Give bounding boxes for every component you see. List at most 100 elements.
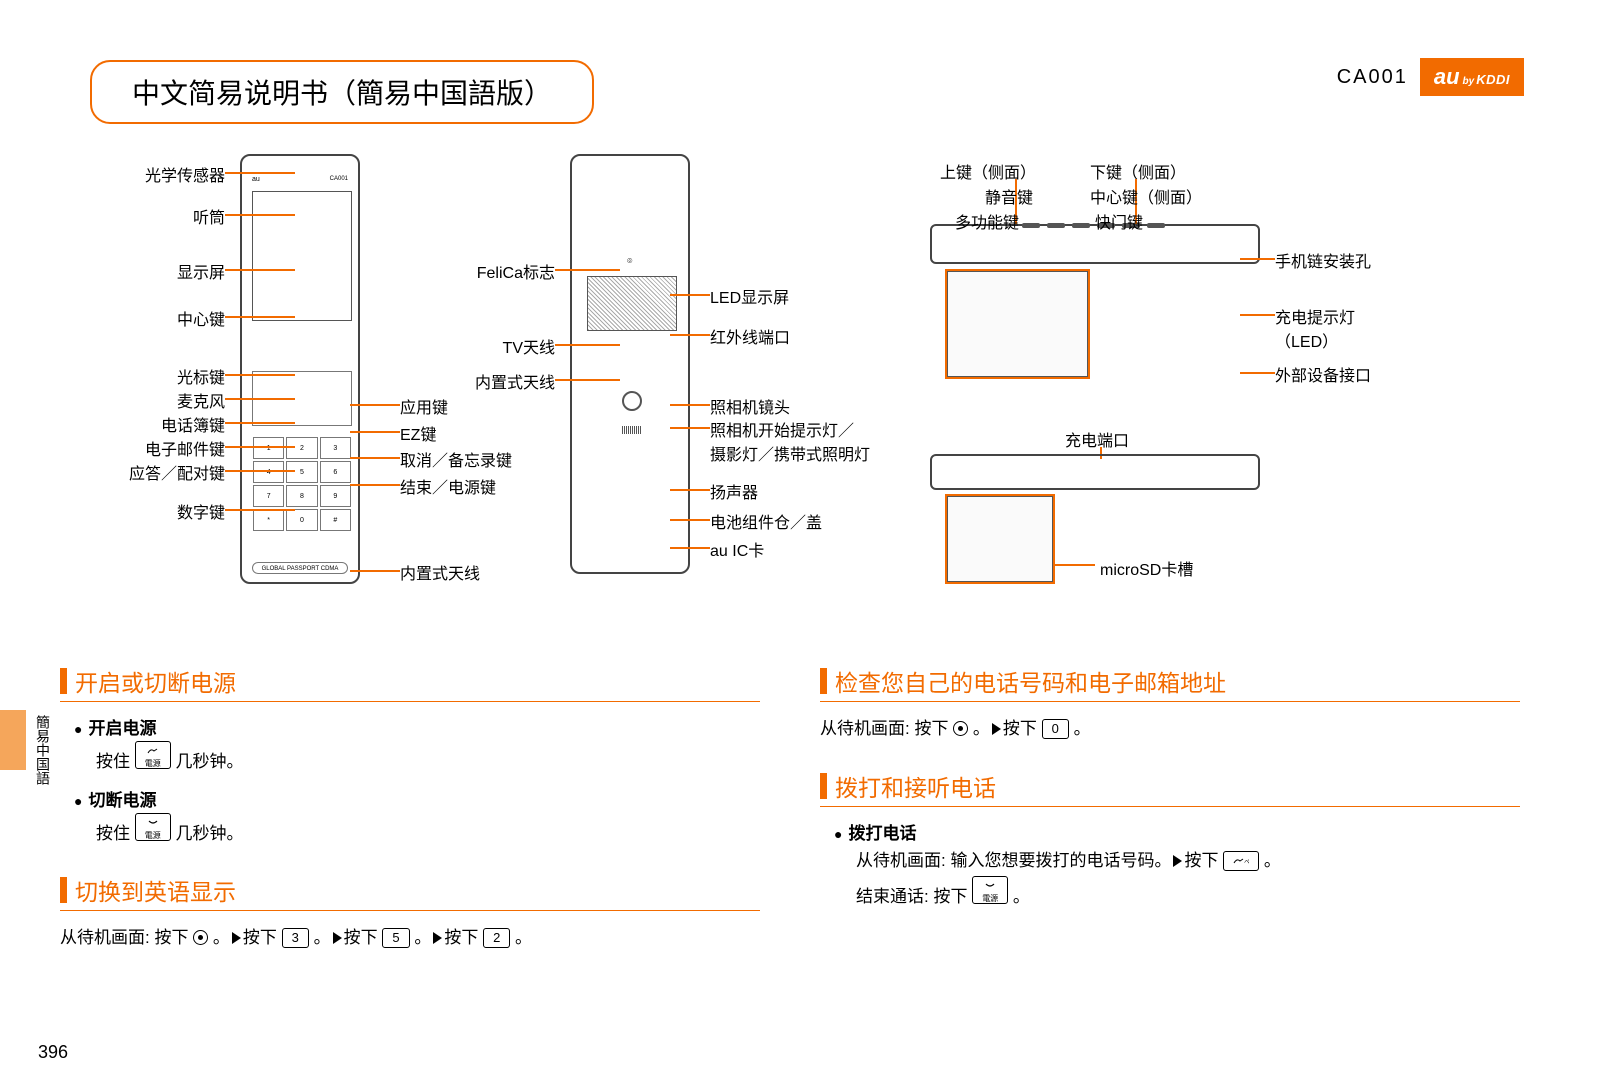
logo-by: by [1463, 76, 1475, 87]
callout-line [225, 172, 295, 174]
bullet-heading: 开启电源 [74, 714, 760, 739]
callout-label: 快门键 [1095, 209, 1143, 233]
instruction-text: 从待机画面: 按下 。按下 3 。按下 5 。按下 2 。 [60, 923, 760, 954]
text: 几秒钟。 [175, 752, 243, 771]
logo-kddi: KDDI [1476, 72, 1510, 87]
phone-side-bottom-diagram [930, 454, 1260, 490]
callout-line [670, 519, 710, 521]
text: 结束通话: 按下 [856, 887, 967, 906]
callout-label: 中心键（侧面） [1090, 184, 1202, 208]
logo-main: au [1434, 64, 1460, 90]
callout-label: 内置式天线 [400, 560, 480, 584]
header-bar-icon [820, 668, 827, 694]
phone-back-diagram: ⌾ [570, 154, 690, 574]
callout-label: LED显示屏 [710, 284, 789, 308]
callout-line [670, 427, 710, 429]
callout-line [670, 334, 710, 336]
instruction-text: 从待机画面: 输入您想要拨打的电话号码。按下 ペア 。 结束通话: 按下 電源 … [856, 846, 1520, 913]
callout-line [225, 398, 295, 400]
callout-line [555, 344, 620, 346]
camera-lens-icon [622, 391, 642, 411]
side-button [1147, 223, 1165, 228]
callout-line [225, 214, 295, 216]
callout-line [350, 404, 400, 406]
callout-label: 扬声器 [710, 479, 758, 503]
bullet-heading: 切断电源 [74, 786, 760, 811]
side-tab [0, 710, 26, 770]
key-icon: 電源 [135, 813, 171, 841]
callout-label: 电子邮件键 [75, 436, 225, 460]
callout-label: 听筒 [75, 204, 225, 228]
instruction-text: 按住 電源 几秒钟。 [96, 741, 760, 778]
key-icon: 電源 [135, 741, 171, 769]
callout-label: 显示屏 [75, 259, 225, 283]
key-icon: 3 [282, 928, 309, 948]
instructions-area: 开启或切断电源 开启电源 按住 電源 几秒钟。 切断电源 按住 電源 几秒钟。 … [60, 664, 1520, 954]
page-title: 中文简易说明书（簡易中国語版） [132, 78, 552, 109]
callout-line [225, 446, 295, 448]
phone-model-label: CA001 [330, 176, 348, 182]
callout-label: 结束／电源键 [400, 474, 496, 498]
callout-line [670, 489, 710, 491]
text: 按住 [96, 824, 135, 843]
callout-label: microSD卡槽 [1100, 556, 1193, 580]
callout-label: 充电端口 [1065, 427, 1129, 451]
callout-label: 手机链安装孔 [1275, 248, 1371, 272]
callout-label: 电池组件仓／盖 [710, 509, 822, 533]
side-button [1047, 223, 1065, 228]
arrow-icon [1173, 855, 1182, 867]
key-icon: 5 [382, 928, 409, 948]
callout-label: 应用键 [400, 394, 448, 418]
callout-label: 充电提示灯（LED） [1275, 304, 1355, 352]
phone-front-diagram: au CA001 123 456 789 *0# GLOBAL PASSPORT… [240, 154, 360, 584]
callout-line [555, 269, 620, 271]
callout-label: 光学传感器 [75, 162, 225, 186]
manual-page: 中文简易说明书（簡易中国語版） CA001 au by KDDI au CA00… [0, 0, 1600, 1091]
callout-line [1240, 372, 1275, 374]
side-detail-1 [945, 269, 1090, 379]
center-key-icon [953, 721, 968, 736]
instruction-text: 从待机画面: 按下 。按下 0 。 [820, 714, 1520, 745]
diagram-area: au CA001 123 456 789 *0# GLOBAL PASSPORT… [60, 144, 1520, 634]
text: 按下 [1184, 851, 1218, 870]
callout-label: 静音键 [985, 184, 1033, 208]
side-button [1022, 223, 1040, 228]
arrow-icon [433, 932, 442, 944]
callout-line [555, 379, 620, 381]
phone-brand: au [252, 176, 260, 183]
page-number: 396 [38, 1042, 68, 1063]
header-bar-icon [60, 668, 67, 694]
section-title: 检查您自己的电话号码和电子邮箱地址 [835, 664, 1226, 698]
speaker-icon [622, 426, 642, 434]
callout-label: 取消／备忘录键 [400, 447, 512, 471]
bullet-heading: 拨打电话 [834, 819, 1520, 844]
callout-label: 红外线端口 [710, 324, 790, 348]
section-header: 切换到英语显示 [60, 873, 760, 911]
phone-bottom-label: GLOBAL PASSPORT CDMA [252, 562, 348, 574]
callout-label: 内置式天线 [405, 369, 555, 393]
key-icon: 2 [483, 928, 510, 948]
callout-label: 光标键 [75, 364, 225, 388]
section-title: 切换到英语显示 [75, 873, 236, 907]
key-icon: 0 [1042, 719, 1069, 739]
callout-line [350, 570, 400, 572]
callout-line [225, 509, 295, 511]
felica-icon: ⌾ [627, 256, 632, 267]
center-key-icon [193, 930, 208, 945]
callout-line [1055, 564, 1095, 566]
callout-label: 数字键 [75, 499, 225, 523]
instructions-col-right: 检查您自己的电话号码和电子邮箱地址 从待机画面: 按下 。按下 0 。 拨打和接… [820, 664, 1520, 954]
callout-label: 外部设备接口 [1275, 362, 1371, 386]
callout-label: 麦克风 [75, 388, 225, 412]
key-icon: ペア [1223, 851, 1259, 871]
callout-line [1240, 314, 1275, 316]
callout-label: 照相机镜头 [710, 394, 790, 418]
arrow-icon [333, 932, 342, 944]
callout-line [225, 316, 295, 318]
callout-label: 中心键 [75, 306, 225, 330]
arrow-icon [232, 932, 241, 944]
callout-label: 多功能键 [955, 209, 1019, 233]
callout-label: 上键（侧面） [940, 159, 1036, 183]
section-title: 拨打和接听电话 [835, 769, 996, 803]
text: 从待机画面: 输入您想要拨打的电话号码。 [856, 851, 1171, 870]
